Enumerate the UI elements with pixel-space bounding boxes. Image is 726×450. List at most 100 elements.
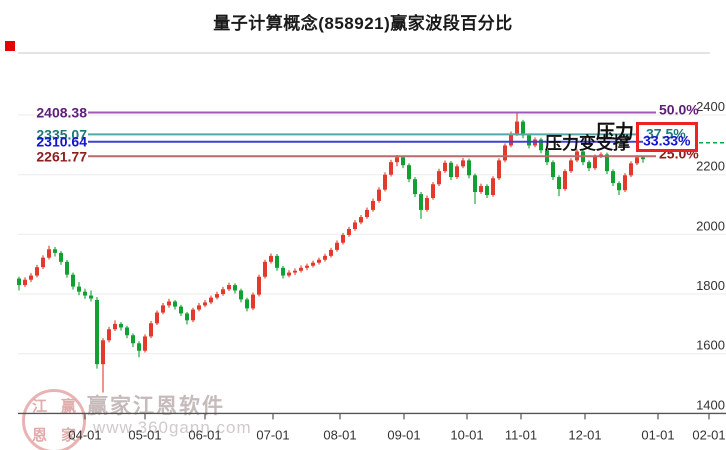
candle-body	[227, 285, 231, 290]
candle-body	[191, 309, 195, 321]
x-axis-label: 09-01	[387, 427, 420, 442]
candle-body	[77, 286, 81, 292]
x-axis-label: 02-01	[692, 427, 725, 442]
title-divider	[18, 52, 710, 54]
candle-body	[635, 157, 639, 164]
candle-body	[233, 285, 237, 291]
candle-body	[359, 217, 363, 223]
candle-body	[563, 171, 567, 190]
candle-body	[479, 186, 483, 193]
candle-body	[221, 289, 225, 295]
candle-body	[509, 133, 513, 146]
band-percent-label: 50.0%	[659, 102, 699, 118]
candle-body	[143, 336, 147, 351]
candle-body	[125, 327, 129, 336]
pressure-support-label: 压力变支撑	[545, 134, 630, 153]
seal-character: 家	[60, 427, 76, 444]
candle-body	[353, 222, 357, 230]
candle-body	[449, 162, 453, 178]
candle-body	[461, 160, 465, 167]
y-axis-label: 1400	[696, 397, 725, 412]
candle-body	[587, 162, 591, 169]
x-axis-label: 06-01	[188, 427, 221, 442]
candle-body	[275, 255, 279, 268]
candle-body	[23, 279, 27, 286]
x-axis-label: 04-01	[68, 427, 101, 442]
candle-body	[425, 197, 429, 210]
candle-body	[521, 121, 525, 136]
band-price-label: 2261.77	[36, 148, 87, 164]
band-price-label: 2408.38	[36, 105, 87, 121]
candle-body	[557, 177, 561, 190]
band-price-label: 2335.07	[36, 126, 87, 142]
candle-body	[41, 257, 45, 268]
candle-body	[119, 323, 123, 328]
candle-body	[47, 249, 51, 258]
candle-body	[53, 249, 57, 253]
candle-body	[59, 252, 63, 262]
y-axis-label: 1800	[696, 278, 725, 293]
candle-body	[263, 261, 267, 277]
watermark-url: www.360gann.com	[93, 418, 252, 437]
candle-body	[173, 301, 177, 307]
candle-body	[503, 145, 507, 161]
candle-body	[377, 189, 381, 201]
candle-body	[605, 154, 609, 172]
candle-body	[311, 262, 315, 266]
candle-body	[17, 278, 21, 286]
candle-body	[305, 265, 309, 268]
seal-character: 恩	[31, 427, 47, 444]
candle-body	[215, 294, 219, 298]
candle-body	[89, 295, 93, 299]
candle-body	[149, 323, 153, 337]
candle-body	[281, 267, 285, 276]
candle-body	[347, 229, 351, 235]
candle-body	[551, 162, 555, 178]
candle-body	[371, 200, 375, 210]
watermark-brand: 赢家江恩软件	[87, 395, 225, 418]
chart-title: 量子计算概念(858921)赢家波段百分比	[213, 14, 513, 33]
candle-body	[443, 162, 447, 172]
y-axis-label: 2200	[696, 159, 725, 174]
candle-body	[341, 234, 345, 243]
candle-body	[383, 174, 387, 190]
x-axis-label: 05-01	[128, 427, 161, 442]
x-axis-label: 08-01	[323, 427, 356, 442]
candle-body	[161, 305, 165, 313]
candle-body	[527, 135, 531, 146]
corner-red-square	[5, 41, 15, 51]
y-axis-label: 2000	[696, 218, 725, 233]
band-percent-label: 37.5%	[646, 125, 686, 141]
candle-body	[515, 121, 519, 134]
candle-body	[35, 267, 39, 276]
candle-body	[407, 165, 411, 180]
candle-body	[299, 267, 303, 271]
candle-body	[335, 242, 339, 250]
candle-body	[497, 160, 501, 179]
candle-body	[485, 186, 489, 195]
seal-character: 赢	[60, 398, 76, 415]
candle-body	[389, 162, 393, 175]
candle-body	[419, 194, 423, 210]
candle-body	[209, 297, 213, 303]
candle-body	[623, 175, 627, 191]
candle-body	[155, 312, 159, 324]
candle-body	[203, 302, 207, 306]
candle-body	[137, 343, 141, 351]
candle-body	[257, 276, 261, 295]
candle-body	[617, 183, 621, 191]
band-percent-label: 33.33%	[643, 133, 691, 149]
candle-body	[395, 157, 399, 163]
candle-body	[245, 299, 249, 309]
x-axis-label: 01-01	[641, 427, 674, 442]
candle-body	[629, 163, 633, 176]
candle-body	[71, 274, 75, 287]
candle-body	[65, 261, 69, 275]
pressure-label: 压力	[596, 122, 635, 143]
candle-body	[491, 178, 495, 195]
candle-body	[329, 249, 333, 256]
y-axis-label: 1600	[696, 338, 725, 353]
candle-body	[467, 160, 471, 176]
x-axis-label: 10-01	[450, 427, 483, 442]
